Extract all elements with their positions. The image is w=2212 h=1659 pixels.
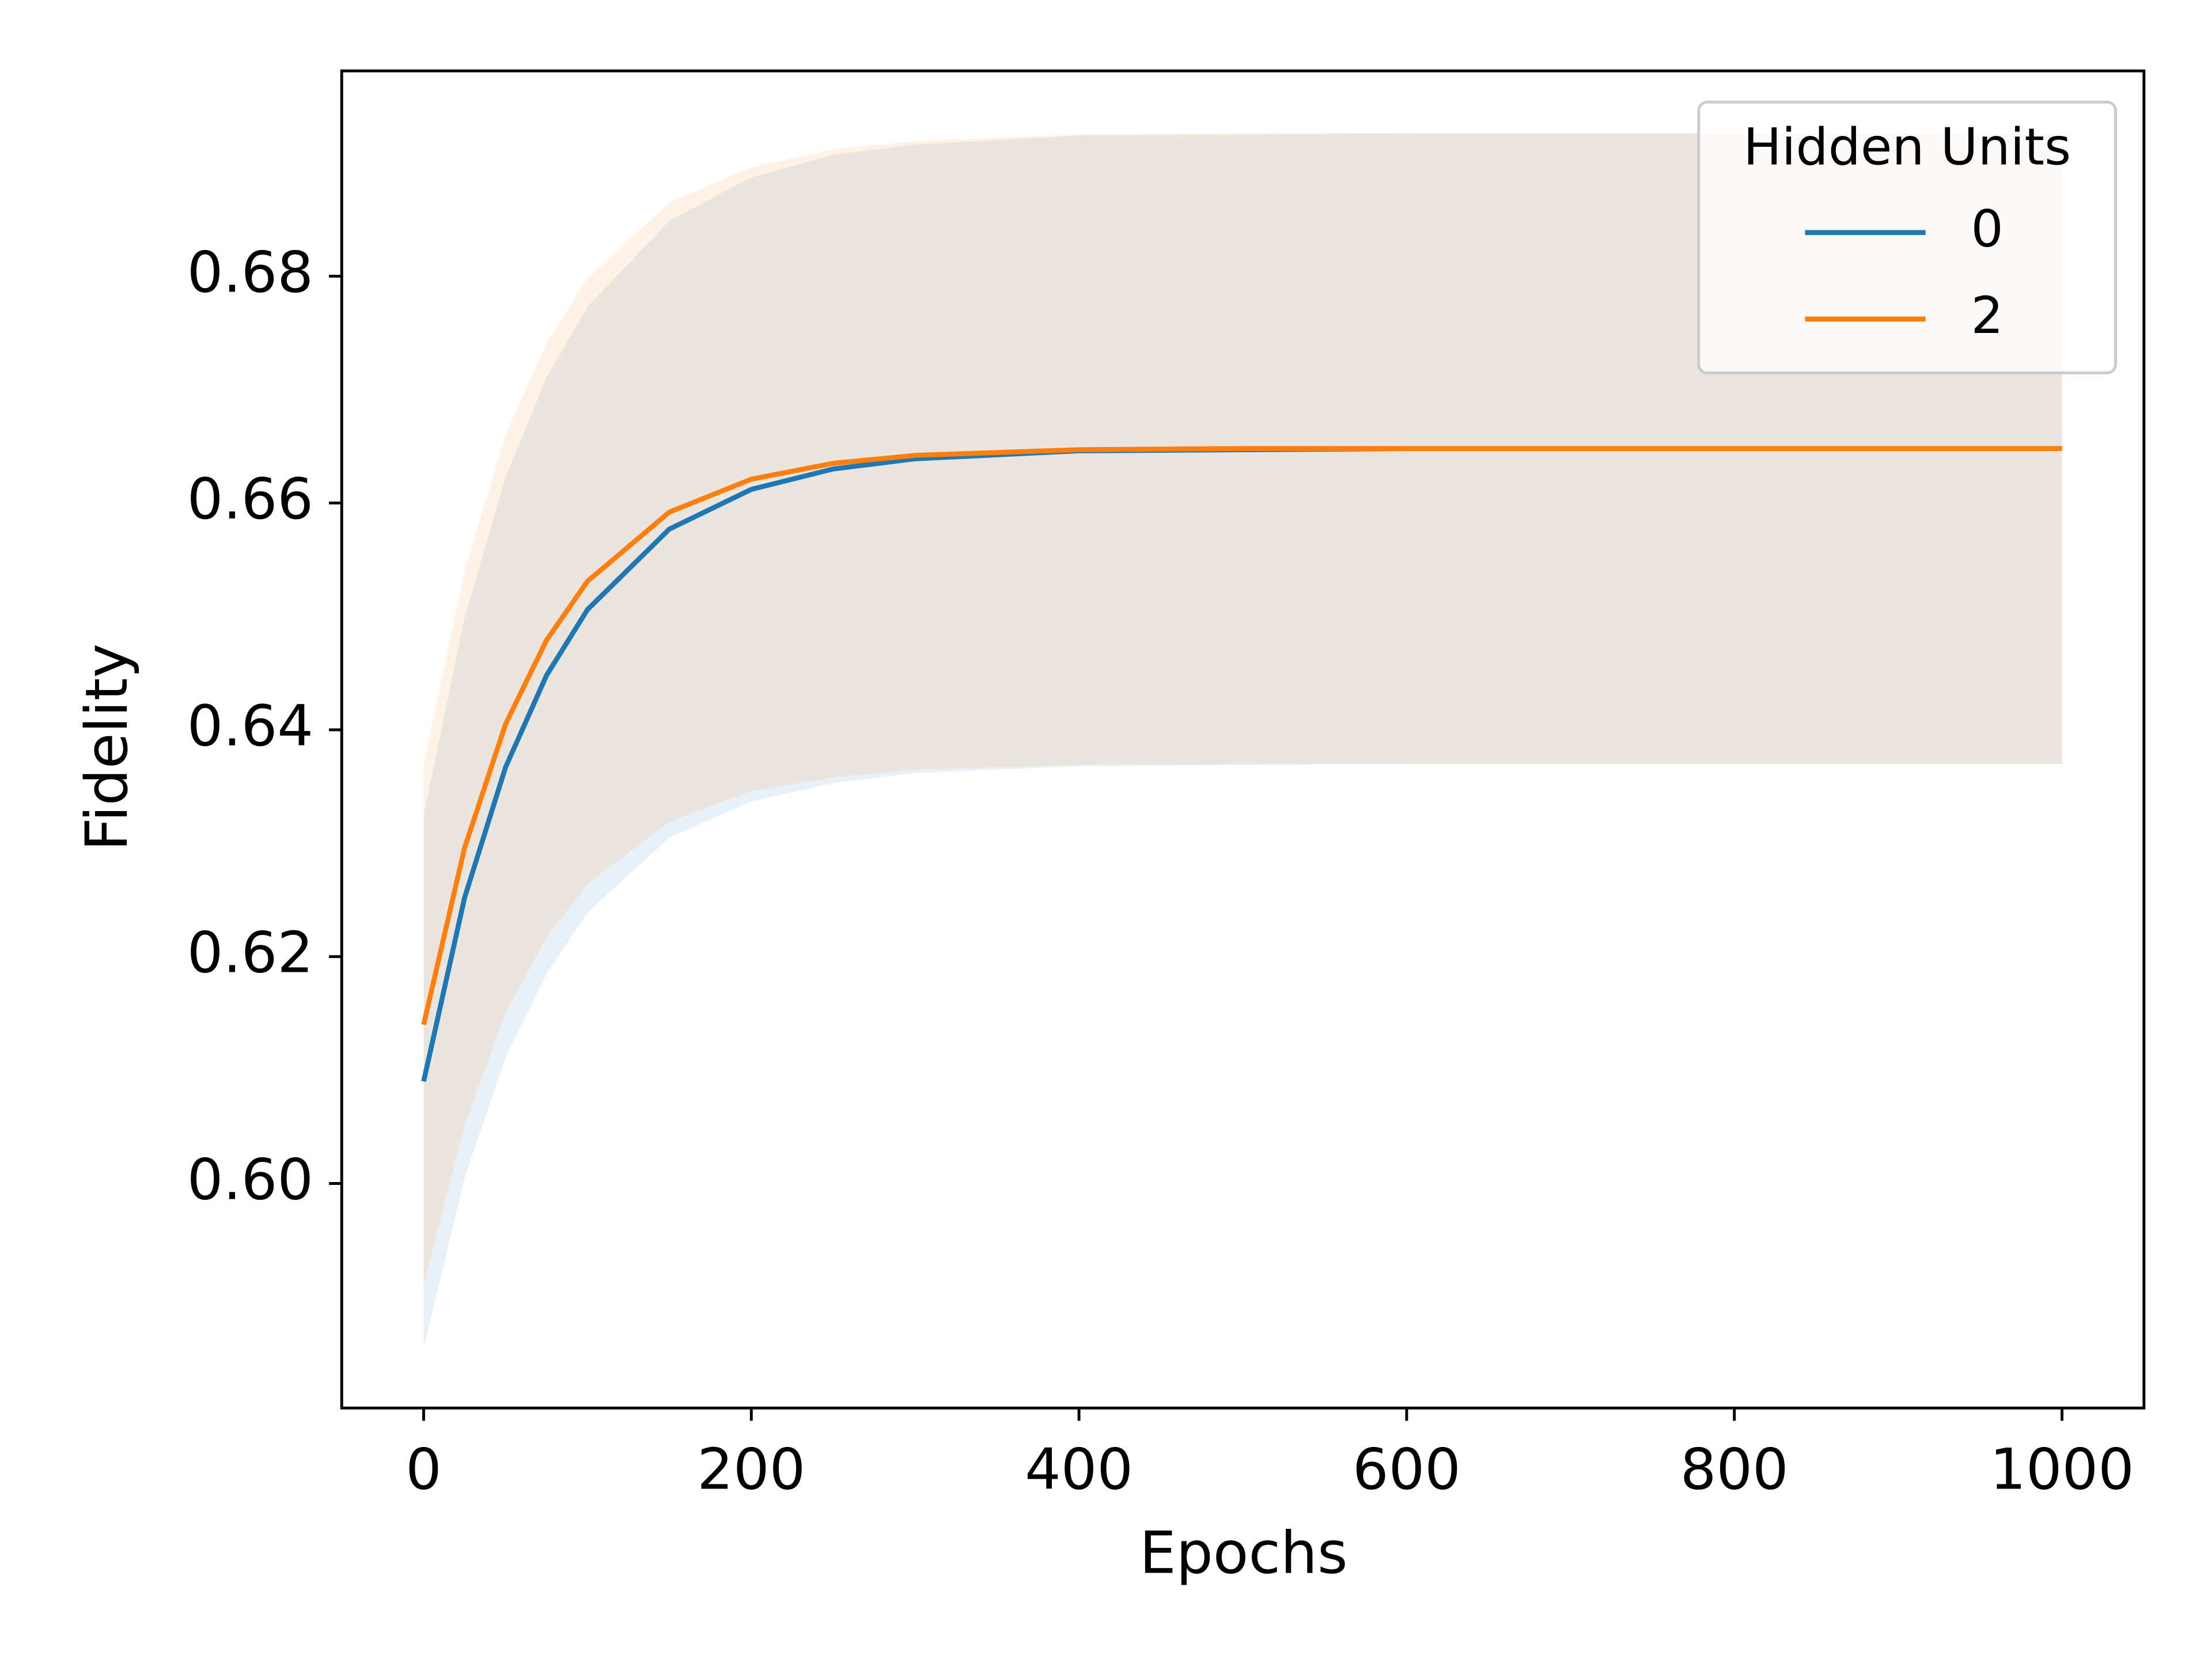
- legend-box: [1697, 100, 2118, 374]
- legend-label: 2: [1971, 286, 2003, 345]
- x-tick-label: 600: [1353, 1437, 1461, 1502]
- x-axis-label: Epochs: [1139, 1519, 1348, 1587]
- legend-title: Hidden Units: [1743, 117, 2071, 176]
- line: [421, 446, 2062, 1025]
- y-tick-label: 0.62: [187, 921, 313, 986]
- x-tick-label: 400: [1025, 1437, 1133, 1502]
- x-tick-label: 0: [406, 1437, 442, 1502]
- confidence-band: [423, 133, 2062, 1348]
- confidence-band: [423, 133, 2062, 1286]
- y-tick-label: 0.68: [187, 240, 313, 305]
- plot-frame: [340, 69, 2146, 1410]
- y-axis-label: Fidelity: [73, 643, 141, 851]
- x-tick-label: 1000: [1990, 1437, 2134, 1502]
- x-tick-label: 200: [697, 1437, 805, 1502]
- y-tick-label: 0.64: [187, 694, 313, 759]
- legend-label: 0: [1971, 199, 2003, 259]
- x-tick-label: 800: [1680, 1437, 1789, 1502]
- y-tick-label: 0.60: [187, 1147, 313, 1213]
- y-tick-label: 0.66: [187, 467, 313, 532]
